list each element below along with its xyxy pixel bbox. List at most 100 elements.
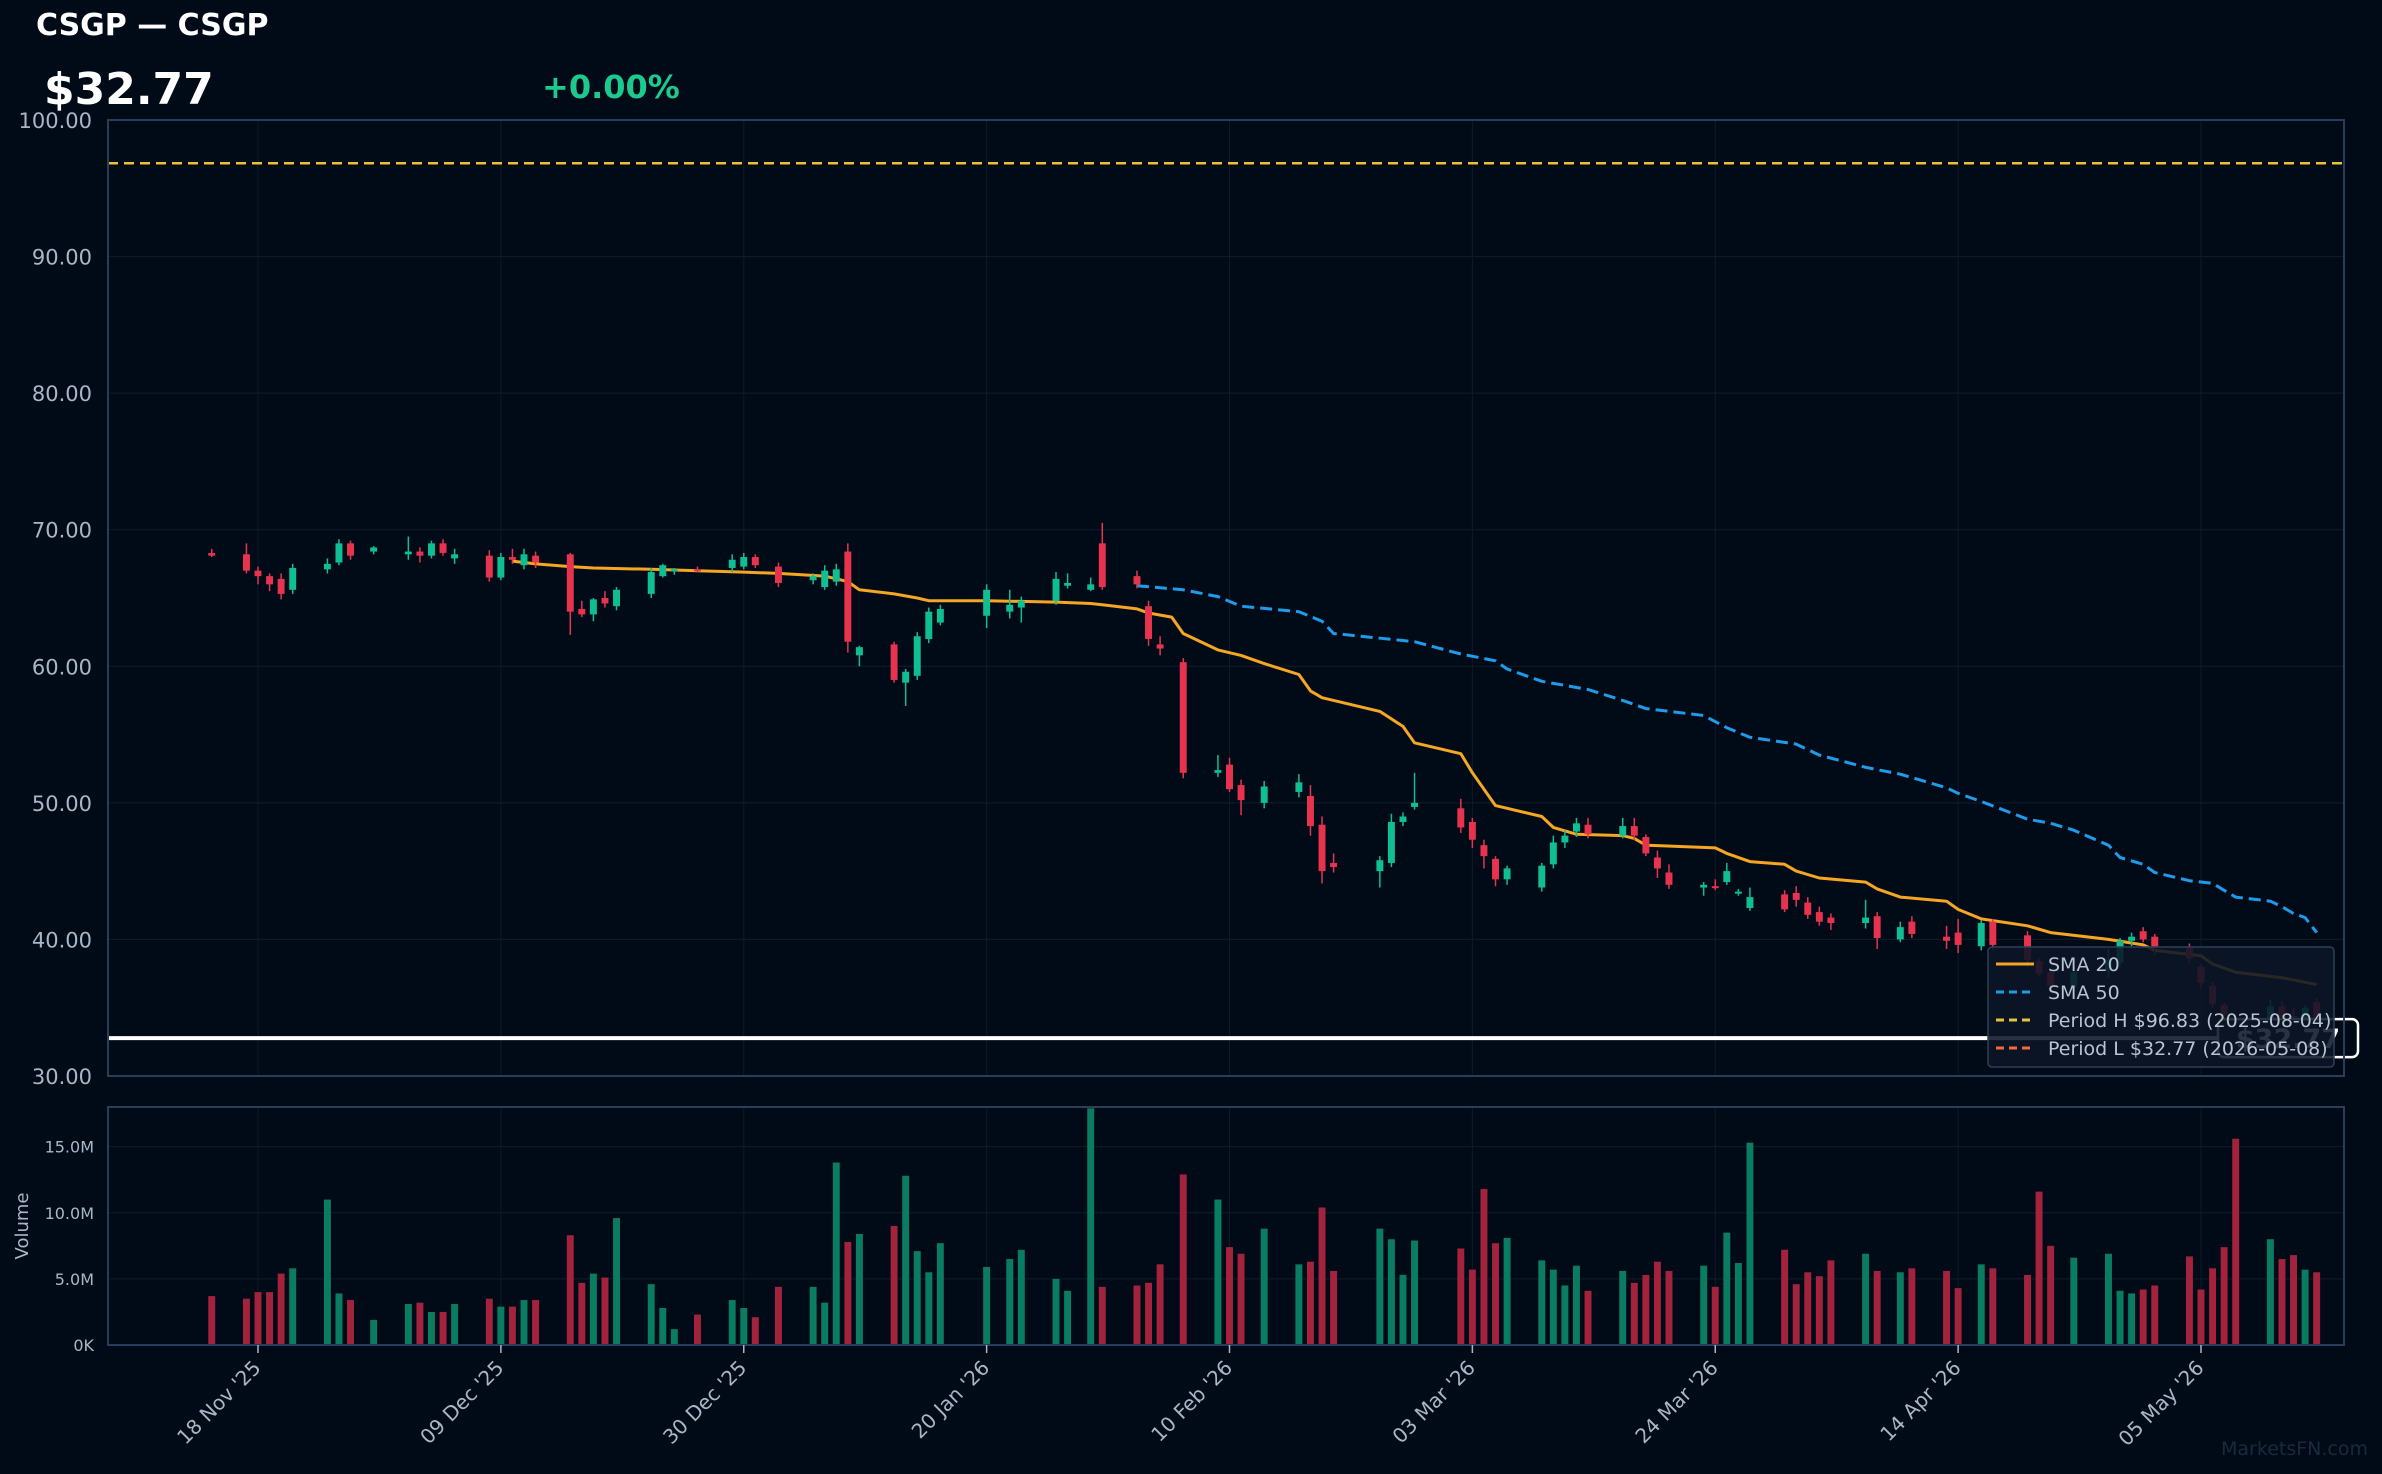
volume-bar	[1006, 1259, 1014, 1345]
volume-bar	[1260, 1228, 1268, 1345]
volume-bar	[1642, 1274, 1650, 1345]
candle-body	[1538, 865, 1546, 888]
candle-body	[601, 598, 609, 604]
volume-bar	[1746, 1142, 1754, 1345]
candle-body	[1711, 886, 1719, 889]
volume-axis-label: Volume	[12, 1193, 33, 1260]
candle-body	[242, 554, 250, 571]
candle-body	[589, 599, 597, 615]
volume-bar	[2128, 1293, 2136, 1345]
price-change: +0.00%	[542, 68, 680, 106]
volume-bar	[2047, 1245, 2055, 1345]
candle-body	[821, 570, 829, 588]
volume-bar	[1226, 1247, 1233, 1345]
volume-bar	[2151, 1285, 2159, 1345]
candle-body	[844, 551, 852, 642]
volume-bar	[1896, 1272, 1904, 1345]
sma20-line	[512, 559, 2317, 986]
volume-bar	[1549, 1269, 1557, 1345]
candle-body	[809, 576, 817, 581]
candle-body	[566, 554, 574, 612]
candle-body	[277, 578, 285, 594]
volume-bar	[1468, 1269, 1476, 1345]
volume-bar	[1052, 1278, 1060, 1345]
volume-bar	[601, 1277, 609, 1345]
candle-body	[508, 557, 516, 560]
candle-body	[694, 569, 701, 572]
legend-item: SMA 50	[2048, 982, 2120, 1004]
price-tick-label: 70.00	[32, 519, 92, 543]
volume-bar	[647, 1284, 655, 1345]
candle-body	[347, 543, 354, 556]
candle-body	[1700, 884, 1708, 888]
candle-body	[1064, 582, 1072, 586]
volume-bar	[1237, 1253, 1245, 1345]
volume-bar	[659, 1307, 667, 1345]
candle-body	[1804, 902, 1812, 915]
candle-body	[670, 569, 678, 572]
price-grid	[108, 119, 2344, 1077]
candle-body	[1561, 835, 1569, 843]
volume-bar	[566, 1235, 574, 1345]
volume-bar	[1873, 1270, 1881, 1345]
candle-body	[266, 576, 274, 585]
candle-body	[1237, 785, 1245, 801]
candle-body	[404, 551, 412, 555]
volume-bar	[1330, 1270, 1338, 1345]
candle-body	[1908, 921, 1916, 934]
volume-bar	[2024, 1274, 2031, 1345]
candle-body	[1387, 821, 1395, 863]
candle-body	[1873, 916, 1881, 939]
header-title: CSGP — CSGP	[36, 8, 269, 43]
volume-bar	[1295, 1264, 1303, 1345]
volume-bar	[578, 1282, 586, 1345]
volume-panel-frame	[107, 1106, 2345, 1346]
volume-bar	[520, 1300, 528, 1345]
candle-body	[925, 611, 933, 639]
volume-bar	[1734, 1263, 1742, 1345]
volume-bar	[1630, 1282, 1638, 1345]
volume-bar	[832, 1162, 840, 1345]
volume-bar	[242, 1298, 250, 1345]
price-tick-label: 80.00	[32, 382, 92, 406]
candle-body	[613, 589, 620, 607]
candle-body	[370, 547, 378, 552]
volume-bar	[2290, 1255, 2297, 1345]
volume-bar	[1572, 1265, 1580, 1345]
volume-tick-label: 15.0M	[45, 1138, 94, 1157]
candle-body	[832, 569, 840, 582]
x-tick-label: 18 Nov '25	[172, 1356, 265, 1449]
candle-body	[1468, 821, 1476, 840]
volume-bar	[1653, 1261, 1661, 1345]
candle-body	[1087, 584, 1095, 590]
candle-body	[1376, 860, 1384, 872]
volume-bar	[1723, 1232, 1731, 1345]
volume-bars	[208, 1108, 2321, 1345]
volume-bar	[1943, 1270, 1951, 1345]
candle-body	[913, 636, 921, 676]
x-tick-label: 30 Dec '25	[658, 1356, 751, 1449]
volume-tick-label: 10.0M	[45, 1204, 94, 1223]
candle-body	[1457, 808, 1465, 828]
volume-bar	[266, 1292, 274, 1345]
candle-body	[1098, 543, 1106, 588]
volume-bar	[1665, 1270, 1673, 1345]
candle-body	[774, 566, 782, 583]
volume-bar	[1179, 1174, 1187, 1345]
volume-bar	[1503, 1237, 1511, 1345]
legend-item: SMA 20	[2048, 954, 2120, 976]
volume-bar	[1711, 1286, 1719, 1345]
volume-bar	[1584, 1290, 1592, 1345]
candle-body	[890, 644, 898, 680]
volume-bar	[855, 1233, 863, 1345]
volume-bar	[1989, 1268, 1997, 1345]
price-tick-label: 50.00	[32, 792, 92, 816]
volume-bar	[254, 1292, 262, 1345]
volume-bar	[428, 1311, 435, 1345]
volume-bar	[1318, 1207, 1326, 1345]
volume-bar	[2220, 1247, 2228, 1345]
volume-grid	[108, 1107, 2344, 1346]
volume-bar	[1827, 1260, 1835, 1345]
volume-bar	[2070, 1257, 2078, 1345]
